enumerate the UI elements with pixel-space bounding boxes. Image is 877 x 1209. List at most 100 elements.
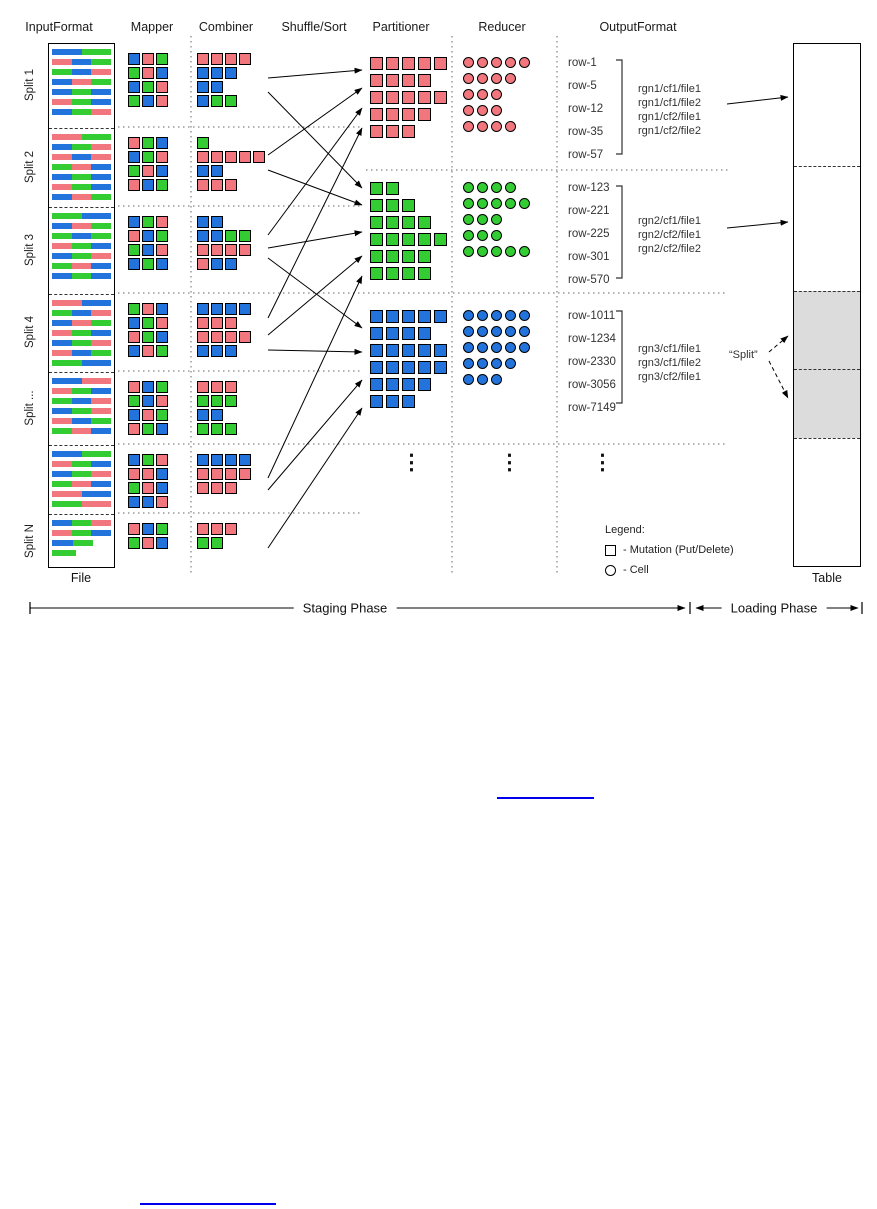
combiner-block-row <box>197 468 251 480</box>
record-segment <box>52 79 72 85</box>
cell-circle <box>463 89 474 100</box>
cell-circle <box>491 246 502 257</box>
record-bar <box>52 194 112 200</box>
record-segment <box>52 378 82 384</box>
cell-circle <box>477 374 488 385</box>
mutation-square <box>128 496 140 508</box>
mutation-square <box>197 537 209 549</box>
mutation-square <box>128 303 140 315</box>
record-segment <box>52 49 82 55</box>
record-segment <box>52 388 72 394</box>
mutation-square <box>156 409 168 421</box>
file-split-5 <box>49 372 114 445</box>
mutation-square <box>156 137 168 149</box>
mutation-square <box>128 230 140 242</box>
mutation-square <box>225 95 237 107</box>
cell-circle <box>491 198 502 209</box>
record-bar <box>52 233 112 239</box>
cell-circle <box>491 326 502 337</box>
mapper-block-row <box>128 165 168 177</box>
record-segment <box>52 340 72 346</box>
mutation-square <box>225 523 237 535</box>
mutation-square <box>239 468 251 480</box>
row-label: row-1011 <box>568 310 616 322</box>
column-header-reducer: Reducer <box>478 20 526 34</box>
reducer-group-red-row <box>463 121 530 132</box>
record-segment <box>91 243 112 249</box>
mutation-square <box>386 378 399 391</box>
mutation-square <box>156 317 168 329</box>
record-segment <box>71 99 92 105</box>
combiner-block-row <box>197 537 237 549</box>
record-bar <box>52 340 112 346</box>
legend-title: Legend: <box>605 524 645 536</box>
combiner-block <box>197 137 265 191</box>
mutation-square <box>418 108 431 121</box>
record-segment <box>91 194 112 200</box>
mutation-square <box>225 381 237 393</box>
mutation-square <box>418 327 431 340</box>
mapper-block <box>128 523 168 549</box>
record-segment <box>71 461 92 467</box>
mutation-square <box>142 395 154 407</box>
record-segment <box>71 408 92 414</box>
mutation-square <box>142 482 154 494</box>
cell-circle <box>491 89 502 100</box>
reducer-group-red-row <box>463 57 530 68</box>
mutation-square <box>128 454 140 466</box>
record-segment <box>91 388 112 394</box>
row-label: row-5 <box>568 80 597 92</box>
record-segment <box>52 540 73 546</box>
record-bar <box>52 398 112 404</box>
mutation-square <box>142 523 154 535</box>
record-segment <box>71 154 92 160</box>
record-segment <box>71 520 92 526</box>
hyperlink-rule-1[interactable] <box>497 797 594 799</box>
mutation-square <box>402 233 415 246</box>
mutation-square <box>211 179 223 191</box>
mutation-square <box>434 310 447 323</box>
mutation-square <box>402 108 415 121</box>
output-row-labels-green: row-123 row-221 row-225 row-301 row-570 <box>568 177 610 292</box>
mutation-square <box>370 57 383 70</box>
mutation-square <box>402 310 415 323</box>
record-segment <box>52 213 82 219</box>
mutation-square <box>434 91 447 104</box>
mutation-square <box>386 216 399 229</box>
mutation-square <box>386 182 399 195</box>
mapper-block-row <box>128 53 168 65</box>
mutation-square <box>211 67 223 79</box>
mutation-square <box>402 267 415 280</box>
mapper-block-row <box>128 423 168 435</box>
mutation-square <box>142 137 154 149</box>
mutation-square <box>370 182 383 195</box>
mapper-block-row <box>128 137 168 149</box>
combiner-block-row <box>197 345 251 357</box>
partitioner-group-green-row <box>370 267 447 280</box>
output-file-label: rgn3/cf1/file1 <box>638 342 701 355</box>
record-segment <box>71 79 92 85</box>
mutation-square <box>142 53 154 65</box>
mutation-square <box>225 482 237 494</box>
record-bar <box>52 350 112 356</box>
record-segment <box>52 530 72 536</box>
cell-circle <box>477 230 488 241</box>
mutation-square <box>211 81 223 93</box>
cell-circle <box>491 73 502 84</box>
mutation-square <box>239 230 251 242</box>
mutation-square <box>156 395 168 407</box>
mutation-square <box>156 496 168 508</box>
record-segment <box>91 273 112 279</box>
mutation-square <box>402 378 415 391</box>
record-segment <box>71 223 92 229</box>
hyperlink-rule-2[interactable] <box>140 1203 276 1205</box>
mutation-square <box>370 91 383 104</box>
mutation-square <box>142 468 154 480</box>
mutation-square <box>142 95 154 107</box>
mapper-block <box>128 381 168 435</box>
mutation-square <box>156 331 168 343</box>
mutation-square <box>156 81 168 93</box>
mutation-square <box>142 454 154 466</box>
record-segment <box>52 471 72 477</box>
cell-circle <box>491 121 502 132</box>
